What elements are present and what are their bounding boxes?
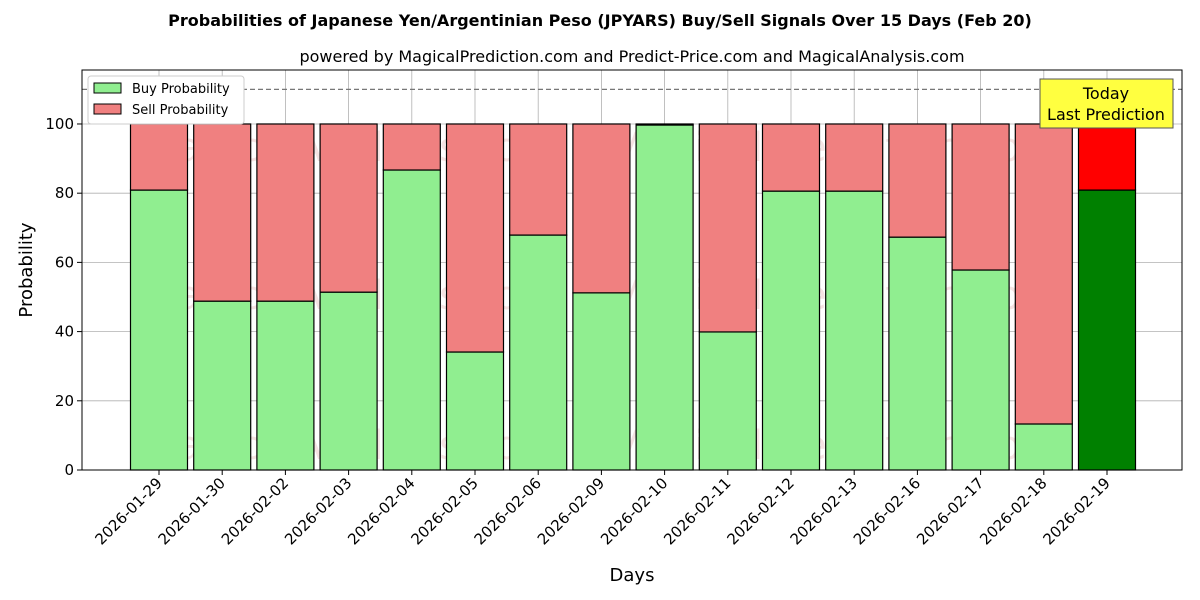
y-axis-label: Probability xyxy=(16,222,37,317)
bar-buy xyxy=(129,189,189,471)
legend xyxy=(87,75,245,125)
x-tick-label: 2026-02-04 xyxy=(344,474,418,548)
x-tick-label: 2026-01-30 xyxy=(155,474,229,548)
legend-label: Buy Probability xyxy=(132,82,230,97)
today-annotation-text: Today xyxy=(1082,84,1129,103)
bar-buy xyxy=(256,300,315,471)
x-tick-label: 2026-02-18 xyxy=(976,474,1050,548)
bar-sell xyxy=(825,123,884,192)
bar-sell xyxy=(382,123,441,171)
x-tick-label: 2026-02-13 xyxy=(787,474,861,548)
bar-sell xyxy=(761,123,821,192)
bar-sell xyxy=(509,123,568,236)
bar-sell xyxy=(445,123,505,353)
bar-sell xyxy=(951,123,1010,271)
y-tick-label: 40 xyxy=(55,323,74,341)
x-tick-label: 2026-02-03 xyxy=(281,474,355,548)
bar-buy xyxy=(319,291,378,471)
bar-sell xyxy=(193,123,252,302)
x-axis-label: Days xyxy=(610,565,655,586)
bar-buy xyxy=(951,269,1010,471)
bar-buy xyxy=(825,190,884,471)
x-tick-label: 2026-02-09 xyxy=(534,474,608,548)
bar-buy xyxy=(1077,189,1137,471)
chart-title: Probabilities of Japanese Yen/Argentinia… xyxy=(168,11,1032,30)
today-annotation-text: Last Prediction xyxy=(1047,105,1165,124)
legend-swatch xyxy=(93,82,122,94)
x-tick-label: 2026-02-17 xyxy=(913,474,987,548)
bar-buy xyxy=(445,351,505,471)
x-tick-label: 2026-02-10 xyxy=(597,474,671,548)
bar-buy xyxy=(888,236,947,471)
x-tick-label: 2026-02-05 xyxy=(407,474,481,548)
bar-buy xyxy=(761,190,821,471)
y-tick-label: 100 xyxy=(45,115,74,133)
x-tick-label: 2026-02-02 xyxy=(218,474,292,548)
x-tick-label: 2026-02-19 xyxy=(1039,474,1113,548)
bar-buy xyxy=(193,300,252,471)
y-tick-label: 80 xyxy=(55,184,74,202)
legend-label: Sell Probability xyxy=(132,103,229,118)
legend-swatch xyxy=(93,103,122,115)
bar-buy xyxy=(509,234,568,471)
bar-sell xyxy=(698,123,757,333)
bar-buy xyxy=(698,331,757,471)
bar-buy xyxy=(572,292,631,471)
bar-buy xyxy=(382,169,441,471)
x-tick-label: 2026-02-16 xyxy=(850,474,924,548)
y-tick-label: 0 xyxy=(64,461,74,479)
today-annotation xyxy=(1039,78,1174,129)
chart-subtitle: powered by MagicalPrediction.com and Pre… xyxy=(299,47,964,66)
plot-frame xyxy=(81,69,1183,471)
x-tick-label: 2026-02-12 xyxy=(723,474,797,548)
bar-sell xyxy=(319,123,378,293)
bar-buy xyxy=(635,124,694,471)
bar-sell xyxy=(572,123,631,294)
x-tick-label: 2026-02-11 xyxy=(660,474,734,548)
x-tick-label: 2026-01-29 xyxy=(91,474,165,548)
y-tick-label: 20 xyxy=(55,392,74,410)
y-tick-label: 60 xyxy=(55,253,74,271)
bar-sell xyxy=(256,123,315,302)
bar-sell xyxy=(888,123,947,238)
x-tick-label: 2026-02-06 xyxy=(471,474,545,548)
bar-sell xyxy=(635,123,694,126)
bar-sell xyxy=(1077,123,1137,191)
bar-buy xyxy=(1014,423,1073,471)
bar-sell xyxy=(129,123,189,191)
bar-sell xyxy=(1014,123,1073,425)
